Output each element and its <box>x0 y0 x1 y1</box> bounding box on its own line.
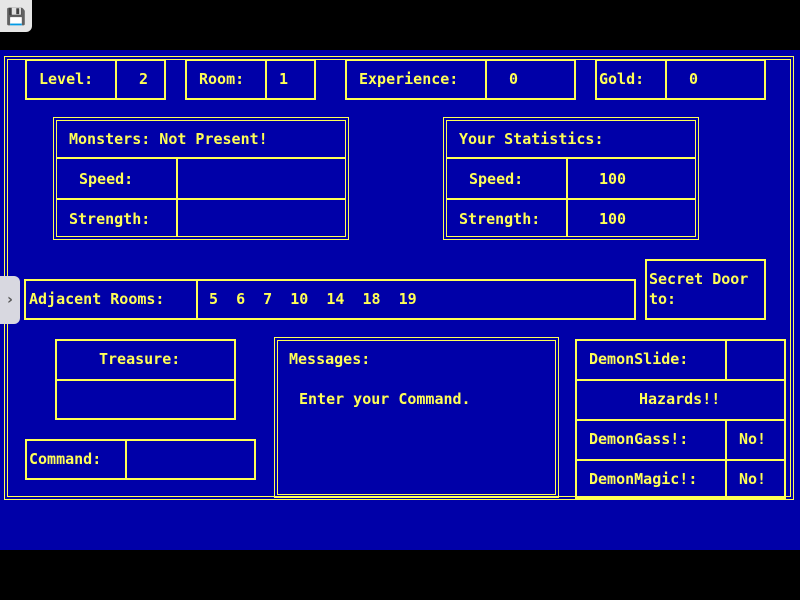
hazards-title: Hazards!! <box>639 390 721 408</box>
secret-door-box <box>645 259 766 320</box>
secret-door-label-2: to: <box>649 290 677 308</box>
level-value: 2 <box>139 70 149 88</box>
adjacent-rooms-label: Adjacent Rooms: <box>29 290 165 308</box>
room-box <box>185 59 316 100</box>
gold-label: Gold: <box>599 70 645 88</box>
messages-panel <box>274 337 559 498</box>
monsters-panel <box>53 117 349 240</box>
demonmagic-value: No! <box>739 470 767 488</box>
floppy-disk-icon: 💾 <box>6 6 26 26</box>
side-panel-toggle[interactable]: › <box>0 276 20 324</box>
monsters-title: Monsters: Not Present! <box>69 130 268 148</box>
command-label: Command: <box>29 450 102 468</box>
room-value: 1 <box>279 70 289 88</box>
demongass-value: No! <box>739 430 767 448</box>
player-strength-label: Strength: <box>459 210 541 228</box>
gold-box <box>595 59 766 100</box>
adjacent-rooms-box <box>24 279 636 320</box>
game-screen: Level: 2 Room: 1 Experience: 0 Gold: 0 M… <box>0 50 800 550</box>
treasure-label: Treasure: <box>99 350 181 368</box>
player-speed-value: 100 <box>599 170 627 188</box>
treasure-box <box>55 339 236 420</box>
demonmagic-label: DemonMagic!: <box>589 470 698 488</box>
save-button[interactable]: 💾 <box>0 0 32 32</box>
adjacent-rooms-list: 5 6 7 10 14 18 19 <box>209 290 417 308</box>
experience-label: Experience: <box>359 70 459 88</box>
messages-label: Messages: <box>289 350 371 368</box>
command-box <box>25 439 256 480</box>
player-speed-label: Speed: <box>469 170 524 188</box>
secret-door-label: Secret Door <box>649 270 749 288</box>
room-label: Room: <box>199 70 245 88</box>
player-strength-value: 100 <box>599 210 627 228</box>
gold-value: 0 <box>689 70 699 88</box>
level-label: Level: <box>39 70 94 88</box>
message-text: Enter your Command. <box>299 390 471 408</box>
chevron-right-icon: › <box>7 292 13 308</box>
experience-box <box>345 59 576 100</box>
command-input[interactable] <box>129 450 249 468</box>
monster-speed-label: Speed: <box>79 170 134 188</box>
player-stats-panel <box>443 117 699 240</box>
hazards-panel <box>575 339 786 500</box>
demongass-label: DemonGass!: <box>589 430 689 448</box>
monster-strength-label: Strength: <box>69 210 151 228</box>
experience-value: 0 <box>509 70 519 88</box>
demonslide-label: DemonSlide: <box>589 350 689 368</box>
player-stats-title: Your Statistics: <box>459 130 604 148</box>
level-box <box>25 59 166 100</box>
